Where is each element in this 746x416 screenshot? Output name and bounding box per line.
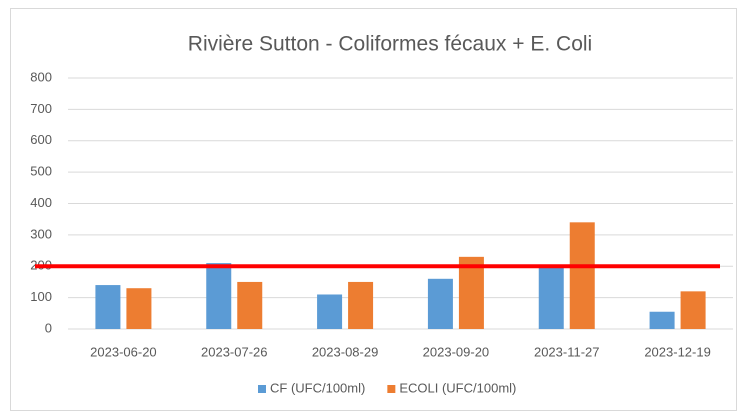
bar xyxy=(348,281,374,329)
bar xyxy=(237,281,263,329)
bar xyxy=(458,256,484,329)
x-tick-label: 2023-11-27 xyxy=(534,344,600,359)
y-tick-label: 400 xyxy=(30,195,52,210)
y-tick-label: 100 xyxy=(30,289,52,304)
x-tick-label: 2023-08-29 xyxy=(312,344,379,359)
bar xyxy=(95,285,121,329)
bar xyxy=(126,288,152,329)
y-tick-label: 500 xyxy=(30,164,52,179)
bar xyxy=(649,311,675,329)
legend-label: ECOLI (UFC/100ml) xyxy=(399,380,516,395)
x-tick-label: 2023-06-20 xyxy=(90,344,157,359)
chart-title: Rivière Sutton - Coliformes fécaux + E. … xyxy=(188,33,592,56)
bar xyxy=(680,291,706,329)
y-tick-label: 0 xyxy=(45,320,52,335)
legend-swatch xyxy=(387,385,396,393)
bar xyxy=(569,222,595,329)
bar xyxy=(427,278,453,329)
y-tick-label: 800 xyxy=(30,69,52,84)
y-tick-label: 600 xyxy=(30,132,52,147)
x-tick-label: 2023-12-19 xyxy=(644,344,711,359)
chart-border xyxy=(10,8,737,411)
bar xyxy=(206,263,232,329)
x-tick-label: 2023-09-20 xyxy=(423,344,490,359)
legend-label: CF (UFC/100ml) xyxy=(270,380,365,395)
legend-swatch xyxy=(258,385,266,393)
y-tick-label: 700 xyxy=(30,101,52,116)
bar xyxy=(538,266,564,329)
y-tick-label: 300 xyxy=(30,226,52,241)
bar xyxy=(317,294,343,329)
x-tick-label: 2023-07-26 xyxy=(201,344,268,359)
